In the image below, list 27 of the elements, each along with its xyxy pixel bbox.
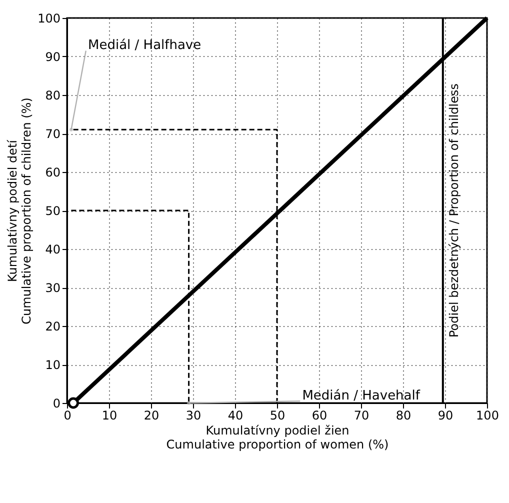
ref-line-label: Podiel bezdetných / Proportion of childless	[446, 83, 461, 338]
x-tick-label: 40	[228, 408, 244, 422]
y-tick-label: 100	[38, 12, 60, 26]
y-tick-label: 40	[45, 242, 60, 256]
x-tick-label: 50	[270, 408, 286, 422]
y-tick-label: 80	[45, 88, 60, 102]
x-tick-label: 80	[396, 408, 412, 422]
x-tick-label: 30	[186, 408, 202, 422]
annotation: Mediál / Halfhave	[88, 38, 202, 53]
annotation: Medián / Havehalf	[302, 388, 420, 404]
y-tick-label: 30	[45, 281, 60, 295]
x-tick-label: 90	[438, 408, 454, 422]
x-axis-title: Kumulatívny podiel žien Cumulative proportion of women (%)	[166, 424, 389, 452]
x-tick-label: 100	[476, 408, 499, 422]
x-tick-label: 70	[354, 408, 370, 422]
y-tick-label: 90	[45, 50, 60, 64]
y-axis-title: Kumulatívny podiel detí Cumulative proportion of children (%)	[6, 98, 34, 324]
y-tick-label: 60	[45, 166, 60, 180]
y-tick-label: 50	[45, 204, 60, 218]
x-tick-label: 0	[64, 408, 72, 422]
y-tick-label: 10	[45, 358, 60, 372]
y-tick-label: 70	[45, 127, 60, 141]
y-tick-label: 20	[45, 320, 60, 334]
x-tick-label: 60	[312, 408, 328, 422]
y-tick-label: 0	[52, 396, 60, 410]
x-tick-label: 10	[102, 408, 118, 422]
x-tick-label: 20	[144, 408, 160, 422]
